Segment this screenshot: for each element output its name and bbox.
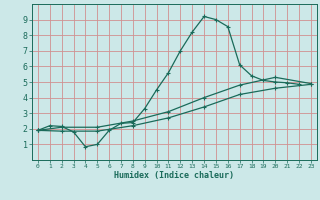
X-axis label: Humidex (Indice chaleur): Humidex (Indice chaleur) — [115, 171, 234, 180]
